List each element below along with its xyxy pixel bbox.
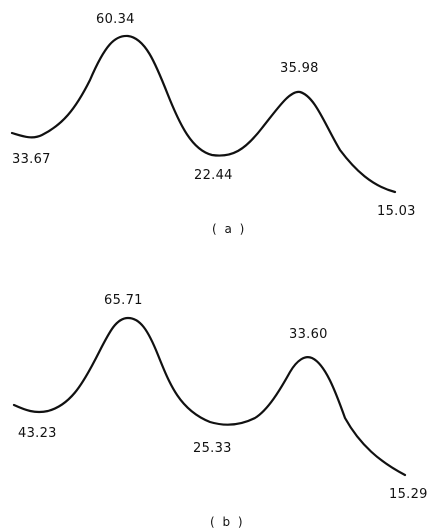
panel-b-label-5: 15.29 (389, 487, 428, 502)
panel-b-label-1: 43.23 (18, 426, 57, 441)
panel-b-label-2: 65.71 (104, 293, 143, 308)
panel-b: 43.23 65.71 25.33 33.60 15.29 ( b ) (12, 293, 428, 529)
panel-b-caption: ( b ) (210, 515, 245, 529)
panel-a-label-2: 60.34 (96, 12, 135, 27)
panel-a-caption: ( a ) (212, 222, 246, 236)
panel-b-label-4: 33.60 (289, 327, 328, 342)
panel-a-label-3: 22.44 (194, 168, 233, 183)
panel-a-label-1: 33.67 (12, 152, 51, 167)
panel-a-label-4: 35.98 (280, 61, 319, 76)
panel-b-curve (12, 316, 407, 477)
panel-a-curve (10, 34, 397, 194)
panel-a-label-5: 15.03 (377, 204, 416, 219)
panel-b-label-3: 25.33 (193, 441, 232, 456)
panel-a: 33.67 60.34 22.44 35.98 15.03 ( a ) (10, 12, 416, 236)
